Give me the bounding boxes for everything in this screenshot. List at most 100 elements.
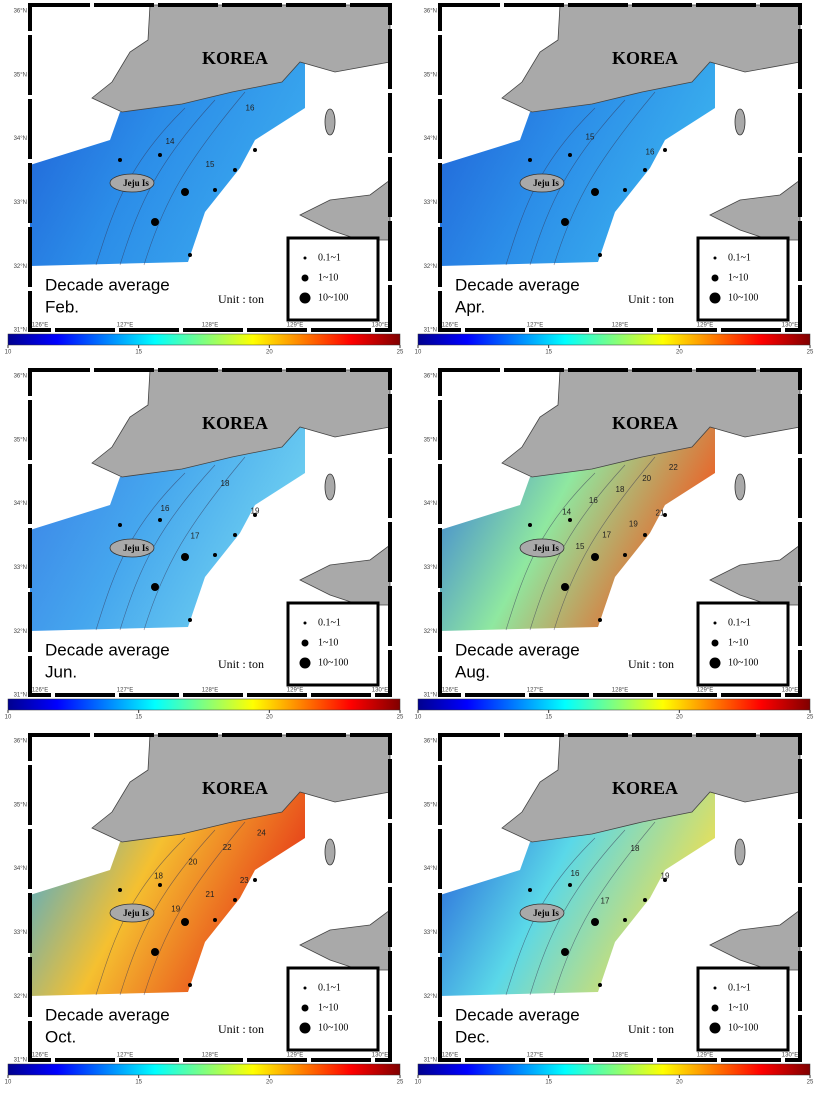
legend-label: 1~10 [318, 272, 338, 283]
colorbar-tick-label: 20 [676, 715, 683, 721]
legend-dot [299, 1022, 311, 1034]
lat-label: 36°N [424, 739, 437, 745]
contour-label: 15 [586, 133, 595, 142]
contour-label: 20 [642, 474, 651, 483]
month-label: Apr. [455, 297, 485, 316]
colorbar-tick-label: 25 [807, 715, 814, 721]
lon-label: 126°E [442, 323, 458, 329]
colorbar-tick-label: 15 [545, 350, 552, 356]
lon-label: 129°E [697, 688, 713, 694]
tsushima-island [324, 473, 336, 501]
lat-label: 34°N [14, 866, 27, 872]
lon-label: 130°E [372, 323, 388, 329]
lon-label: 129°E [287, 323, 303, 329]
legend-dot [301, 1004, 309, 1012]
caption: Decade average [455, 275, 580, 294]
station-dot [181, 918, 189, 926]
lat-label: 33°N [14, 200, 27, 206]
lat-label: 33°N [14, 565, 27, 571]
lon-label: 126°E [32, 688, 48, 694]
lat-label: 35°N [424, 802, 437, 808]
korea-land [91, 369, 391, 478]
lon-label: 126°E [32, 1053, 48, 1059]
station-dot [598, 618, 602, 622]
lat-label: 34°N [424, 501, 437, 507]
map-panel: KOREA Jeju Is 16 17 18 19 36°N 35°N 34°N 33°N 32°N… [5, 368, 404, 721]
station-dot [188, 983, 192, 987]
legend-label: 0.1~1 [318, 617, 341, 628]
contour-line [553, 821, 656, 996]
colorbar-tick-label: 25 [807, 350, 814, 356]
station-dot [118, 888, 122, 892]
lon-label: 129°E [697, 1053, 713, 1059]
lon-label: 129°E [287, 688, 303, 694]
station-dot [643, 168, 647, 172]
colorbar-tick-label: 10 [5, 350, 12, 356]
lon-label: 128°E [612, 1053, 628, 1059]
contour-label: 17 [191, 531, 200, 540]
jeju-island [519, 173, 565, 193]
lat-label: 32°N [424, 629, 437, 635]
country-label: KOREA [202, 778, 268, 798]
legend-dot [711, 274, 719, 282]
unit-label: Unit : ton [628, 292, 674, 306]
lat-label: 36°N [14, 9, 27, 15]
contour-label: 21 [206, 890, 215, 899]
colorbar-tick-label: 25 [807, 1080, 814, 1086]
station-dot [188, 618, 192, 622]
sea-field [440, 788, 715, 996]
lon-label: 130°E [372, 1053, 388, 1059]
lon-label: 129°E [697, 323, 713, 329]
legend-dot [713, 621, 717, 625]
legend-dot [713, 256, 717, 260]
month-label: Oct. [45, 1027, 76, 1046]
lat-label: 35°N [14, 72, 27, 78]
tsushima-island [734, 838, 746, 866]
lat-label: 32°N [424, 994, 437, 1000]
jeju-island [109, 538, 155, 558]
contour-label: 21 [656, 508, 665, 517]
lon-label: 126°E [442, 688, 458, 694]
legend-dot [303, 621, 307, 625]
lon-label: 127°E [527, 688, 543, 694]
island-label: Jeju Is [123, 543, 149, 553]
legend-label: 0.1~1 [728, 982, 751, 993]
colorbar-tick-label: 20 [266, 1080, 273, 1086]
lon-label: 128°E [612, 323, 628, 329]
station-dot [158, 153, 162, 157]
island-label: Jeju Is [123, 908, 149, 918]
country-label: KOREA [202, 413, 268, 433]
contour-line [529, 99, 626, 266]
station-dot [598, 983, 602, 987]
legend-label: 1~10 [318, 1002, 338, 1013]
island-label: Jeju Is [123, 178, 149, 188]
station-dot [233, 898, 237, 902]
station-dot [598, 253, 602, 257]
contour-line [119, 99, 216, 266]
colorbar [417, 333, 811, 346]
lon-label: 126°E [32, 323, 48, 329]
sea-field [440, 423, 715, 631]
station-dot [663, 148, 667, 152]
station-dot [623, 918, 627, 922]
colorbar-tick-label: 15 [545, 1080, 552, 1086]
contour-label: 24 [257, 829, 266, 838]
station-dot [663, 513, 667, 517]
station-dot [528, 158, 532, 162]
contour-line [143, 821, 246, 996]
station-dot [151, 583, 159, 591]
korea-land [501, 4, 801, 113]
lon-label: 127°E [527, 323, 543, 329]
map-frame [438, 733, 802, 1062]
lon-label: 127°E [527, 1053, 543, 1059]
lon-label: 130°E [782, 688, 798, 694]
contour-label: 16 [646, 148, 655, 157]
legend-label: 10~100 [728, 1022, 758, 1033]
month-label: Aug. [455, 662, 490, 681]
contour-label: 22 [669, 463, 678, 472]
lat-label: 32°N [14, 994, 27, 1000]
lat-label: 36°N [14, 739, 27, 745]
contour-label: 15 [576, 542, 585, 551]
station-dot [158, 883, 162, 887]
